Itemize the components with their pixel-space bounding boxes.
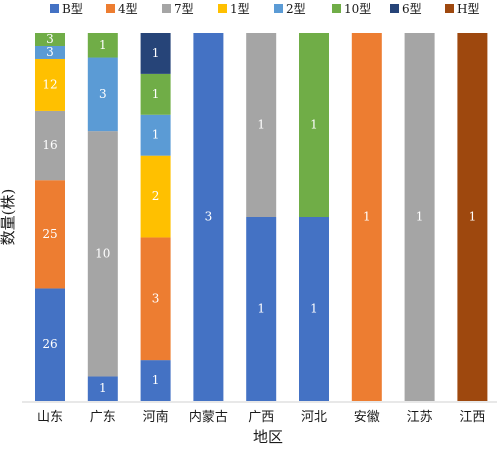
legend-label: 7型 [174,2,194,16]
bar-segment [140,237,171,361]
legend-swatch [218,4,227,13]
data-label: 3 [152,291,160,305]
bar-segment [35,180,65,289]
legend-label: B型 [62,2,83,16]
bar-segment [140,73,171,115]
legend-swatch [332,4,341,13]
x-tick-label: 广西 [248,410,274,425]
bar-segment [35,58,65,111]
data-label: 1 [310,302,318,316]
bar-segment [35,33,65,46]
data-label: 12 [42,77,57,91]
legend-label: 1型 [230,2,250,16]
x-tick-label: 江西 [459,410,485,425]
data-label: 3 [205,210,213,224]
legend-swatch [390,4,399,13]
bar-segment [87,33,118,58]
x-tick-label: 江苏 [407,409,433,425]
x-tick-label: 河北 [301,410,327,425]
legend-label: H型 [457,2,479,16]
bar-segment [351,33,382,401]
legend-swatch [106,4,115,13]
data-label: 1 [469,210,477,224]
data-label: 3 [46,32,54,46]
legend: B型 4型 7型 1型 2型 10型 6型 H型 [50,2,479,16]
data-label: 1 [152,373,160,387]
data-label: 1 [152,128,160,142]
data-label: 3 [99,87,107,101]
bar-segment [140,360,171,401]
data-label: 1 [99,381,107,395]
data-label: 1 [257,118,265,132]
data-label: 2 [152,189,160,203]
y-axis-title: 数量(株) [0,189,17,246]
bar-segment [299,217,329,401]
legend-label: 6型 [402,2,422,16]
x-tick-label: 山东 [37,410,63,425]
x-axis-title: 地区 [253,428,283,446]
legend-swatch [445,4,454,13]
data-label: 1 [363,210,371,224]
legend-swatch [50,4,59,13]
bar-segment [140,114,171,156]
bar-segment [35,45,65,59]
data-label: 1 [416,210,424,224]
data-label: 26 [42,337,57,351]
data-label: 1 [152,46,160,60]
data-label: 1 [310,118,318,132]
bar-segment [246,33,277,217]
legend-swatch [274,4,283,13]
legend-label: 2型 [286,2,306,16]
data-label: 10 [95,246,110,260]
data-label: 3 [46,45,54,59]
bar-segment [140,33,171,74]
bar-segment [87,376,118,401]
bar-segment [404,33,435,401]
data-label: 1 [257,302,265,316]
legend-label: 4型 [118,2,138,16]
bar-segment [140,155,171,238]
data-label: 1 [99,38,107,52]
data-label: 25 [42,227,57,241]
bar-segment [35,288,65,401]
bar-segment [87,57,118,132]
x-tick-labels: 山东 广东 河南 内蒙古 广西 河北 安徽 江苏 江西 [37,409,485,425]
x-tick-label: 内蒙古 [189,409,228,425]
data-label: 1 [152,87,160,101]
x-tick-label: 广东 [90,410,116,425]
bar-segment [87,131,118,377]
legend-label: 10型 [344,2,371,16]
data-label: 16 [42,138,57,152]
bar-segment [193,33,224,401]
legend-swatch [162,4,171,13]
bar-segment [457,33,488,401]
x-tick-label: 河南 [143,409,169,425]
bar-segment [35,110,65,181]
x-tick-label: 安徽 [354,410,380,425]
bar-segment [246,217,277,401]
bar-segment [299,33,329,217]
